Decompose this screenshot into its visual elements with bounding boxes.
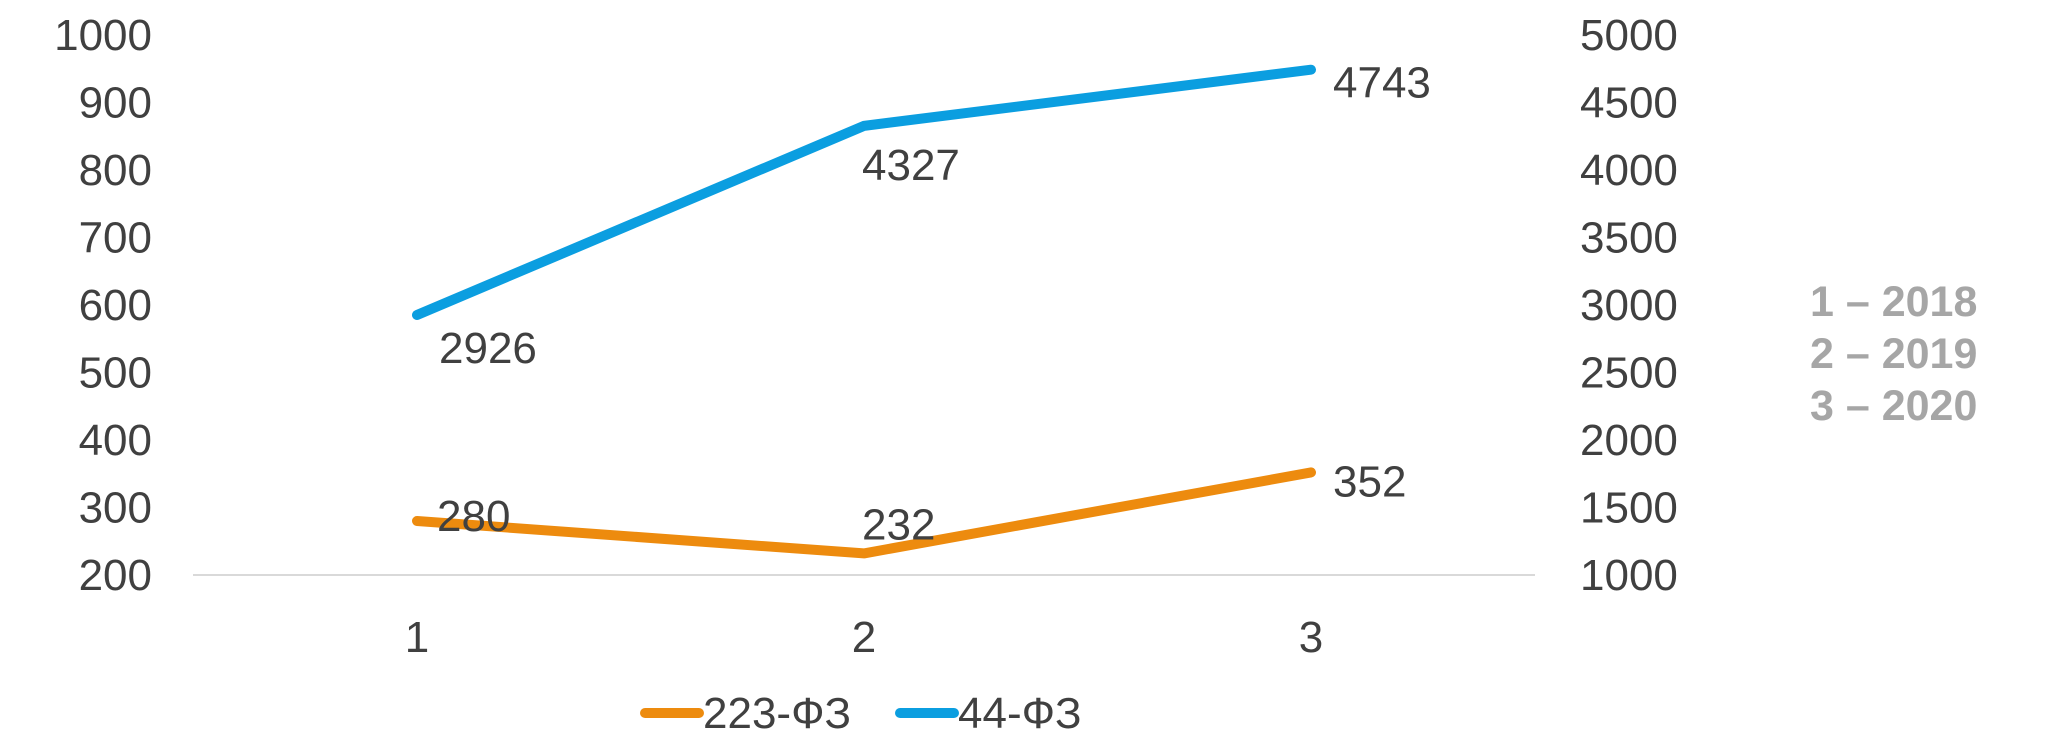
left-axis-tick-label: 600 [79,281,152,330]
data-label: 4327 [862,141,960,190]
legend-label: 223-ФЗ [703,689,851,733]
right-axis-tick-label: 5000 [1580,11,1678,60]
legend: 223-ФЗ 44-ФЗ [640,689,1082,733]
year-note: 2 – 2019 [1810,330,1978,378]
data-label: 232 [862,500,935,549]
year-notes: 1 – 2018 2 – 2019 3 – 2020 [1810,276,2040,432]
right-axis-tick-label: 2000 [1580,416,1678,465]
data-label: 280 [437,492,510,541]
right-axis-tick-label: 1500 [1580,484,1678,533]
right-axis-tick-label: 2500 [1580,349,1678,398]
series-line [412,467,1316,559]
left-axis-tick-label: 1000 [54,11,152,60]
x-axis-tick-label: 2 [852,613,876,662]
right-axis-tick-label: 4500 [1580,79,1678,128]
left-axis-tick-label: 700 [79,214,152,263]
data-labels: 280 232 352 2926 4327 4743 [437,59,1431,550]
data-label: 352 [1333,457,1406,506]
right-axis-ticks: 5000 4500 4000 3500 3000 2500 2000 1500 1000 [1580,11,1678,600]
right-axis-tick-label: 1000 [1580,551,1678,600]
x-axis-ticks: 1 2 3 [405,613,1323,662]
year-note: 3 – 2020 [1810,382,1978,430]
left-axis-tick-label: 900 [79,79,152,128]
series-line [412,64,1316,320]
left-axis-tick-label: 300 [79,484,152,533]
legend-label: 44-ФЗ [958,689,1082,733]
data-label: 4743 [1333,59,1431,108]
year-note: 1 – 2018 [1810,278,1978,326]
right-axis-tick-label: 3000 [1580,281,1678,330]
x-axis-tick-label: 3 [1299,613,1323,662]
left-axis-tick-label: 200 [79,551,152,600]
data-label: 2926 [439,324,537,373]
left-axis-tick-label: 500 [79,349,152,398]
series-lines [412,64,1316,559]
right-axis-tick-label: 3500 [1580,214,1678,263]
left-axis-tick-label: 400 [79,416,152,465]
left-axis-ticks: 1000 900 800 700 600 500 400 300 200 [54,11,152,600]
x-axis-tick-label: 1 [405,613,429,662]
right-axis-tick-label: 4000 [1580,146,1678,195]
left-axis-tick-label: 800 [79,146,152,195]
